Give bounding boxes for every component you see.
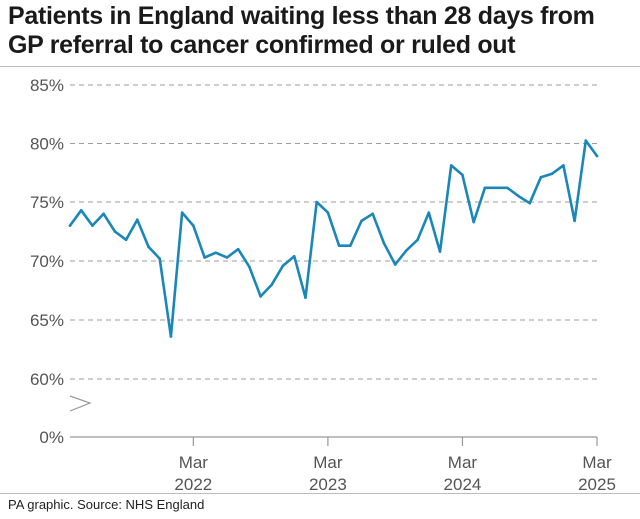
y-tick-label: 80% (30, 135, 64, 154)
x-axis: Mar 2022 Mar 2023 Mar 2024 Mar 2025 (69, 395, 616, 494)
data-point (595, 154, 599, 158)
data-point (79, 208, 83, 212)
gridlines (70, 84, 597, 380)
y-tick-label: 60% (30, 370, 64, 389)
title-divider (0, 66, 640, 67)
source-footer: PA graphic. Source: NHS England (8, 497, 205, 512)
data-point (225, 256, 229, 259)
axis-break-icon (69, 395, 92, 412)
data-point (169, 335, 173, 338)
x-tick-label: 2022 (174, 475, 212, 494)
data-point (517, 194, 520, 198)
x-tick-label: Mar (582, 453, 612, 472)
data-point (349, 244, 352, 247)
data-point (292, 254, 296, 258)
x-tick-label: Mar (179, 453, 209, 472)
x-tick-label: Mar (448, 453, 478, 472)
x-tick-label: 2024 (444, 475, 482, 494)
data-point (214, 251, 218, 255)
data-point (405, 249, 408, 252)
y-tick-label: 85% (30, 76, 64, 95)
data-point (180, 211, 184, 214)
data-point (102, 212, 105, 216)
data-point (494, 186, 498, 190)
data-point (91, 224, 94, 227)
y-tick-label: 75% (30, 193, 64, 212)
data-point (562, 164, 565, 167)
data-point (393, 263, 397, 266)
data-point (472, 220, 475, 224)
data-point (539, 175, 543, 179)
y-tick-label: 65% (30, 311, 64, 330)
x-tick-label: 2023 (309, 475, 347, 494)
data-point (192, 224, 195, 227)
data-point (371, 212, 375, 216)
data-point (416, 238, 419, 242)
data-point (337, 244, 341, 247)
y-tick-label: 70% (30, 252, 64, 271)
data-point (270, 283, 274, 286)
data-point (281, 264, 285, 268)
data-point (461, 173, 464, 177)
data-point (483, 186, 487, 190)
data-point (68, 224, 72, 227)
data-point (427, 211, 431, 214)
series-line (68, 139, 599, 338)
series-layer (68, 139, 599, 338)
footer-divider (0, 493, 640, 494)
data-point (326, 211, 330, 214)
data-point (550, 172, 554, 175)
data-point (135, 218, 139, 221)
data-point (438, 250, 442, 253)
data-point (360, 219, 363, 223)
x-tick-label: Mar (313, 453, 343, 472)
y-axis-labels: 0% 60% 65% 70% 75% 80% 85% (30, 76, 64, 447)
data-point (382, 242, 386, 245)
data-point (158, 257, 162, 260)
data-point (584, 139, 588, 142)
data-point (248, 265, 251, 269)
chart-title: Patients in England waiting less than 28… (8, 2, 595, 59)
data-point (573, 219, 576, 223)
data-point (203, 256, 206, 259)
data-point (113, 230, 117, 233)
data-point (259, 295, 262, 298)
data-point (304, 296, 307, 299)
y-tick-label: 0% (39, 428, 64, 447)
data-point (236, 247, 240, 251)
data-point (505, 186, 509, 190)
data-point (528, 201, 532, 205)
x-tick-label: 2025 (578, 475, 616, 494)
data-point (449, 164, 453, 167)
data-point (315, 200, 318, 204)
data-point (147, 245, 150, 249)
data-point (124, 238, 128, 242)
